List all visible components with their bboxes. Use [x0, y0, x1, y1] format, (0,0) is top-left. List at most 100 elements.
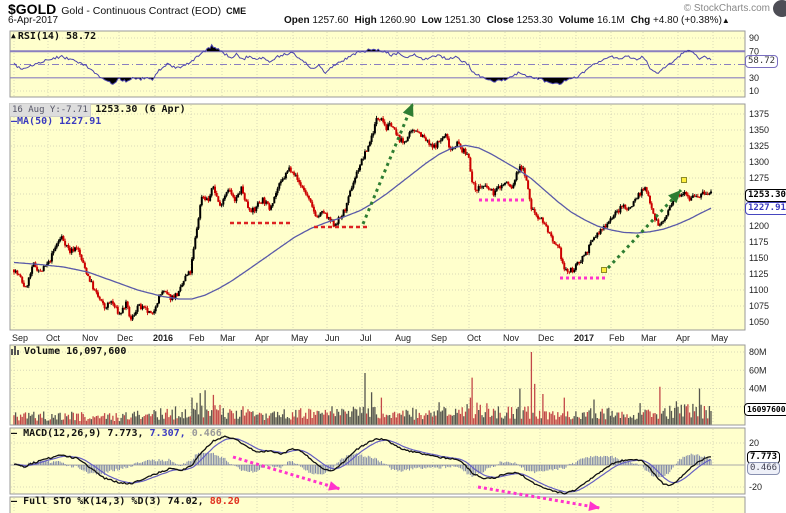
axis-tick-label: 1350: [749, 125, 769, 135]
axis-tick-label: 1325: [749, 141, 769, 151]
axis-tick-label: Sep: [431, 333, 447, 343]
sto-legend-text: Full STO %K(14,3) %D(3) 74.02,: [23, 496, 204, 507]
vol-panel: [9, 344, 746, 426]
volume-value-box: 16097600: [744, 403, 786, 416]
axis-tick-label: Nov: [82, 333, 99, 343]
axis-tick-label: Jul: [360, 333, 372, 343]
price-legend-text: $GOLD (Daily) 1253.30 (6 Apr): [11, 104, 186, 115]
ma-legend: —MA(50) 1227.91: [11, 116, 101, 128]
axis-tick-label: Apr: [676, 333, 690, 343]
axis-tick-label: Aug: [395, 333, 411, 343]
axis-tick-label: Mar: [220, 333, 236, 343]
high-label: High: [354, 15, 377, 26]
axis-tick-label: May: [711, 333, 729, 343]
volume-value: 16.1M: [596, 15, 625, 26]
axis-tick-label: May: [291, 333, 309, 343]
exchange-label: CME: [226, 6, 247, 16]
symbol-subtitle: Gold - Continuous Contract (EOD): [61, 5, 222, 17]
rsi-plot: [13, 43, 712, 85]
axis-tick-label: Oct: [46, 333, 61, 343]
axis-tick-label: Mar: [641, 333, 657, 343]
close-value: 1253.30: [516, 15, 553, 26]
rsi-legend-text: RSI(14) 58.72: [17, 31, 97, 42]
axis-tick-label: Nov: [503, 333, 520, 343]
symbol-title: $GOLD: [8, 1, 57, 17]
volume-legend: Volume 16,097,600: [11, 346, 126, 359]
volume-label: Volume: [558, 15, 595, 26]
macd-value-1: 7.773,: [107, 428, 144, 439]
axis-tick-label: 10: [749, 86, 759, 96]
rsi-value-box: 58.72: [745, 55, 779, 68]
axis-tick-label: 1375: [749, 109, 769, 119]
signal-value-box: 0.466: [747, 462, 781, 475]
chart-date: 6-Apr-2017: [8, 15, 59, 26]
annotations-layer: [230, 102, 687, 511]
sto-value-red: 80.20: [209, 496, 240, 507]
high-value: 1260.90: [379, 15, 416, 26]
stockcharts-logo-icon: [773, 0, 786, 17]
macd-legend: — MACD(12,26,9) 7.773, 7.307, 0.466: [11, 428, 222, 440]
axis-tick-label: 30: [749, 73, 759, 83]
close-label: Close: [486, 15, 514, 26]
macd-legend-text: MACD(12,26,9): [23, 428, 102, 439]
price-panel: [9, 103, 746, 331]
chg-value: +4.80 (+0.38%): [652, 15, 722, 26]
yellow-marker: [601, 267, 607, 273]
axis-tick-label: 60M: [749, 365, 767, 375]
axis-tick-label: Oct: [467, 333, 482, 343]
candlesticks: [13, 115, 712, 322]
open-value: 1257.60: [312, 15, 349, 26]
axis-tick-label: 1075: [749, 301, 769, 311]
axis-tick-label: 1125: [749, 269, 768, 279]
axis-tick-label: 2016: [153, 333, 173, 343]
axis-tick-label: 70: [749, 46, 759, 56]
ma50-line: [13, 144, 712, 300]
macd-plot: [13, 435, 712, 495]
bar-chart-icon: [11, 346, 21, 359]
chart-header: $GOLD Gold - Continuous Contract (EOD) C…: [0, 0, 786, 28]
axis-tick-label: 1300: [749, 157, 769, 167]
ma-legend-text: —MA(50) 1227.91: [11, 116, 102, 127]
price-legend: $GOLD (Daily) 1253.30 (6 Apr): [11, 104, 186, 116]
yellow-marker: [681, 177, 687, 183]
axis-tick-label: 40M: [749, 384, 767, 394]
axis-tick-label: Dec: [538, 333, 555, 343]
axis-tick-label: -20: [749, 482, 762, 492]
sto-legend: — Full STO %K(14,3) %D(3) 74.02, 80.20: [11, 496, 240, 508]
axis-tick-label: 1100: [749, 285, 768, 295]
macd-value-3: 0.466: [191, 428, 222, 439]
axis-tick-label: 1150: [749, 253, 768, 263]
axis-tick-label: 1200: [749, 221, 769, 231]
low-label: Low: [421, 15, 442, 26]
axis-tick-label: Sep: [12, 333, 28, 343]
axis-tick-label: 1275: [749, 173, 769, 183]
sto-dash-icon: —: [11, 496, 18, 507]
chg-label: Chg: [630, 15, 651, 26]
crosshair-tooltip: 16 Aug Y:-7.71: [9, 103, 91, 117]
macd-value-2: 7.307,: [149, 428, 186, 439]
macd-dash-icon: —: [11, 428, 18, 439]
open-label: Open: [284, 15, 310, 26]
volume-bars: [13, 352, 712, 425]
axis-tick-label: 2017: [574, 333, 594, 343]
quote-row: Open 1257.60 High 1260.90 Low 1251.30 Cl…: [284, 15, 730, 26]
area-chart-icon: ▲: [11, 31, 16, 40]
axis-tick-label: 20: [749, 438, 759, 448]
copyright-link[interactable]: © StockCharts.com: [683, 3, 770, 14]
axis-tick-label: 80M: [749, 347, 767, 357]
axis-tick-label: 90: [749, 33, 759, 43]
axis-tick-label: 1175: [749, 237, 768, 247]
chg-up-arrow-icon: ▲: [721, 16, 730, 25]
axis-tick-label: Dec: [117, 333, 134, 343]
ma-value-box: 1227.91: [745, 202, 786, 215]
axis-tick-label: 1050: [749, 317, 769, 327]
low-value: 1251.30: [444, 15, 481, 26]
axis-tick-label: Feb: [189, 333, 205, 343]
volume-legend-text: Volume 16,097,600: [24, 346, 127, 357]
axis-tick-label: Apr: [255, 333, 269, 343]
rsi-legend: ▲ RSI(14) 58.72: [11, 30, 96, 43]
price-value-box: 1253.30: [745, 189, 786, 202]
axis-tick-label: Jun: [325, 333, 340, 343]
